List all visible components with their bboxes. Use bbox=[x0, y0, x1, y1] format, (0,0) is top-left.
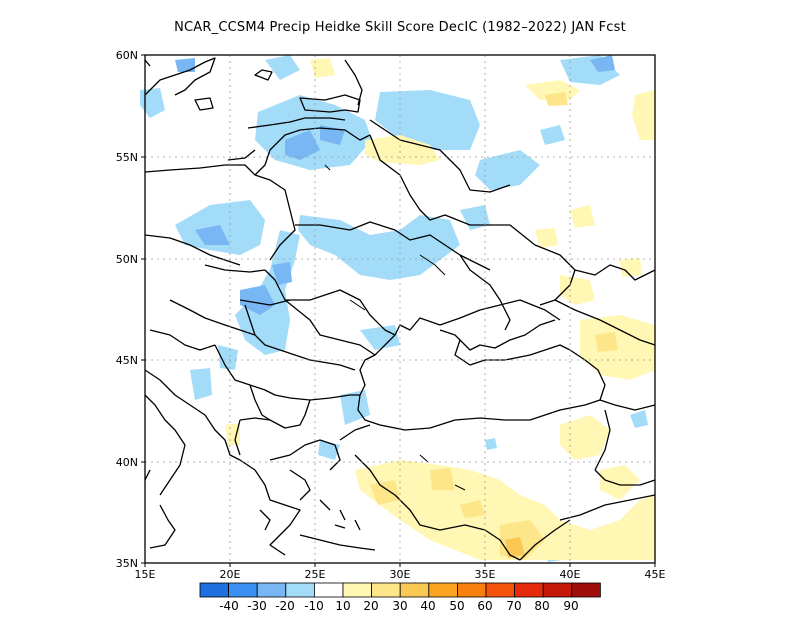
colorbar-swatch bbox=[485, 582, 516, 598]
colorbar-label: -40 bbox=[219, 599, 239, 613]
graticule bbox=[145, 55, 655, 563]
colorbar-label: 10 bbox=[335, 599, 350, 613]
colorbar-swatch bbox=[228, 582, 258, 598]
colorbar bbox=[199, 582, 601, 598]
colorbar-label: 90 bbox=[563, 599, 578, 613]
colorbar-label: 30 bbox=[392, 599, 407, 613]
colorbar-labels: -40 -30 -20 -10 10 20 30 40 50 60 70 80 … bbox=[219, 599, 578, 613]
colorbar-swatch bbox=[542, 582, 573, 598]
colorbar-swatch bbox=[571, 582, 601, 598]
colorbar-label: -30 bbox=[247, 599, 267, 613]
colorbar-swatch bbox=[313, 582, 344, 598]
colorbar-label: 70 bbox=[506, 599, 521, 613]
lat-label: 35N bbox=[116, 557, 138, 570]
colorbar-label: -10 bbox=[304, 599, 324, 613]
longitude-labels: 15E 20E 25E 30E 35E 40E 45E bbox=[135, 568, 666, 581]
colorbar-swatch bbox=[399, 582, 430, 598]
colorbar-swatch bbox=[199, 582, 230, 598]
colorbar-label: 40 bbox=[420, 599, 435, 613]
lat-label: 50N bbox=[116, 253, 138, 266]
colorbar-swatch bbox=[428, 582, 458, 598]
lon-label: 15E bbox=[135, 568, 156, 581]
coastlines-borders bbox=[144, 57, 656, 561]
lat-label: 55N bbox=[116, 151, 138, 164]
lon-label: 40E bbox=[560, 568, 581, 581]
lon-label: 20E bbox=[220, 568, 241, 581]
colorbar-swatch bbox=[456, 582, 487, 598]
colorbar-label: 60 bbox=[477, 599, 492, 613]
colorbar-swatch bbox=[285, 582, 315, 598]
map-title: NCAR_CCSM4 Precip Heidke Skill Score Dec… bbox=[174, 20, 626, 35]
colorbar-label: -20 bbox=[275, 599, 295, 613]
colorbar-swatch bbox=[514, 582, 544, 598]
lon-label: 25E bbox=[305, 568, 326, 581]
lat-label: 60N bbox=[116, 49, 138, 62]
colorbar-swatch bbox=[342, 582, 373, 598]
lon-label: 30E bbox=[390, 568, 411, 581]
colorbar-label: 20 bbox=[363, 599, 378, 613]
colorbar-swatch bbox=[256, 582, 287, 598]
colorbar-label: 50 bbox=[449, 599, 464, 613]
colorbar-label: 80 bbox=[534, 599, 549, 613]
lat-label: 40N bbox=[116, 456, 138, 469]
lat-label: 45N bbox=[116, 354, 138, 367]
latitude-labels: 60N 55N 50N 45N 40N 35N bbox=[116, 49, 138, 570]
lon-label: 35E bbox=[475, 568, 496, 581]
skill-shading bbox=[140, 55, 655, 562]
colorbar-swatch bbox=[371, 582, 401, 598]
lon-label: 45E bbox=[645, 568, 666, 581]
